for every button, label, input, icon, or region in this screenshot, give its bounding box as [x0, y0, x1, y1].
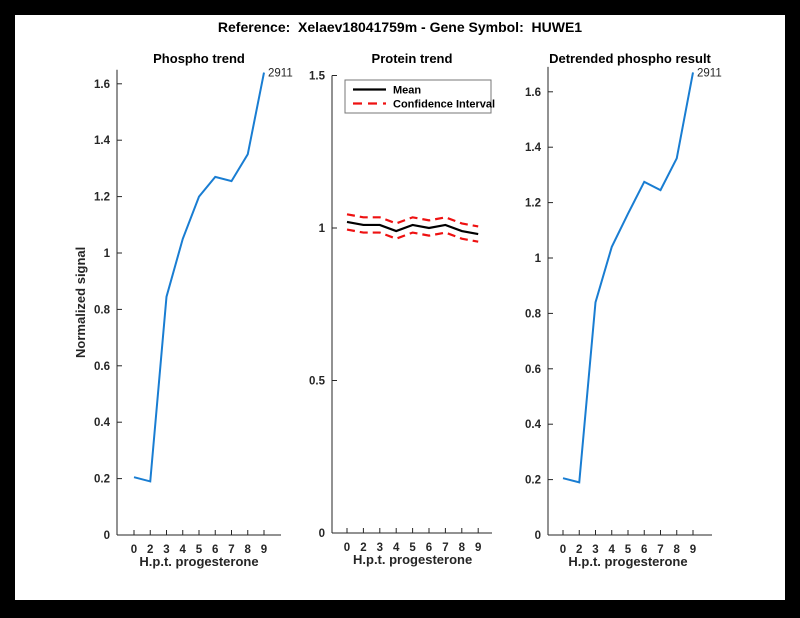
y-tick-label: 1.6: [94, 79, 110, 91]
y-tick-label: 0.4: [94, 417, 111, 429]
y-tick-label: 1.4: [94, 135, 111, 147]
y-tick-label: 0.4: [525, 419, 542, 431]
y-tick-label: 0.8: [94, 304, 111, 316]
y-tick-label: 1.5: [309, 71, 326, 83]
peak-annotation: 2911: [697, 67, 722, 79]
subplot-title: Detrended phospho result: [549, 51, 711, 66]
y-tick-label: 1: [104, 248, 111, 260]
x-tick-label: 2: [147, 544, 153, 556]
y-tick-label: 1.2: [525, 198, 541, 210]
x-tick-label: 8: [674, 544, 681, 556]
series-line-ci-upper: [346, 213, 479, 228]
x-tick-label: 0: [560, 544, 566, 556]
series-line-phospho-signal: [133, 72, 265, 483]
x-tick-label: 9: [690, 544, 696, 556]
x-tick-label: 3: [163, 544, 169, 556]
legend-label: Mean: [393, 85, 421, 97]
x-axis-label: H.p.t. progesterone: [139, 554, 258, 569]
y-tick-label: 0.6: [94, 361, 110, 373]
x-tick-label: 4: [180, 544, 187, 556]
series-line-ci-lower: [346, 228, 479, 243]
y-tick-label: 0: [104, 530, 110, 542]
x-tick-label: 0: [131, 544, 137, 556]
legend-box: [344, 79, 492, 114]
subplot-title: Protein trend: [372, 51, 453, 66]
x-tick-label: 4: [609, 544, 616, 556]
figure-title: Reference: Xelaev18041759m - Gene Symbol…: [217, 19, 583, 35]
x-tick-label: 2: [576, 544, 582, 556]
y-tick-label: 0.5: [309, 376, 326, 388]
y-tick-label: 0.8: [525, 308, 542, 320]
y-tick-label: 0: [319, 528, 325, 540]
x-tick-label: 6: [212, 544, 218, 556]
x-tick-label: 4: [393, 542, 400, 554]
figure-canvas: Reference: Xelaev18041759m - Gene Symbol…: [15, 15, 785, 600]
y-tick-label: 1: [319, 223, 326, 235]
x-tick-label: 7: [442, 542, 448, 554]
peak-annotation: 2911: [268, 68, 293, 80]
series-line-detrended-phospho-signal: [562, 72, 694, 484]
y-tick-label: 1: [535, 253, 542, 265]
phospho-trend-chart: 0 2 3 4 5 6 7 8 900.20.40.60.811.21.41.6Phospho …: [73, 51, 293, 569]
x-tick-label: 5: [625, 544, 632, 556]
x-axis-label: H.p.t. progesterone: [353, 552, 472, 567]
x-tick-label: 7: [228, 544, 234, 556]
y-tick-label: 1.2: [94, 192, 110, 204]
x-tick-label: 9: [475, 542, 481, 554]
x-tick-label: 8: [459, 542, 466, 554]
y-tick-label: 1.4: [525, 142, 542, 154]
x-tick-label: 6: [426, 542, 432, 554]
y-axis-label: Normalized signal: [73, 247, 88, 358]
y-tick-label: 0.2: [94, 474, 110, 486]
x-tick-label: 6: [641, 544, 647, 556]
x-tick-label: 3: [592, 544, 598, 556]
subplot-title: Phospho trend: [153, 51, 245, 66]
x-tick-label: 9: [261, 544, 267, 556]
y-tick-label: 0.2: [525, 475, 541, 487]
x-tick-label: 5: [409, 542, 416, 554]
series-line-mean: [346, 220, 479, 236]
legend-label: Confidence Interval: [393, 99, 495, 111]
y-tick-label: 0: [535, 530, 541, 542]
y-tick-label: 0.6: [525, 364, 541, 376]
x-tick-label: 0: [344, 542, 350, 554]
x-tick-label: 7: [657, 544, 663, 556]
detrended-phospho-chart: 0 2 3 4 5 6 7 8 900.20.40.60.811.21.41.6Detrende…: [525, 51, 722, 569]
x-tick-label: 3: [377, 542, 383, 554]
y-tick-label: 1.6: [525, 87, 541, 99]
x-tick-label: 8: [245, 544, 252, 556]
x-tick-label: 2: [360, 542, 366, 554]
x-tick-label: 5: [196, 544, 203, 556]
x-axis-label: H.p.t. progesterone: [568, 554, 687, 569]
